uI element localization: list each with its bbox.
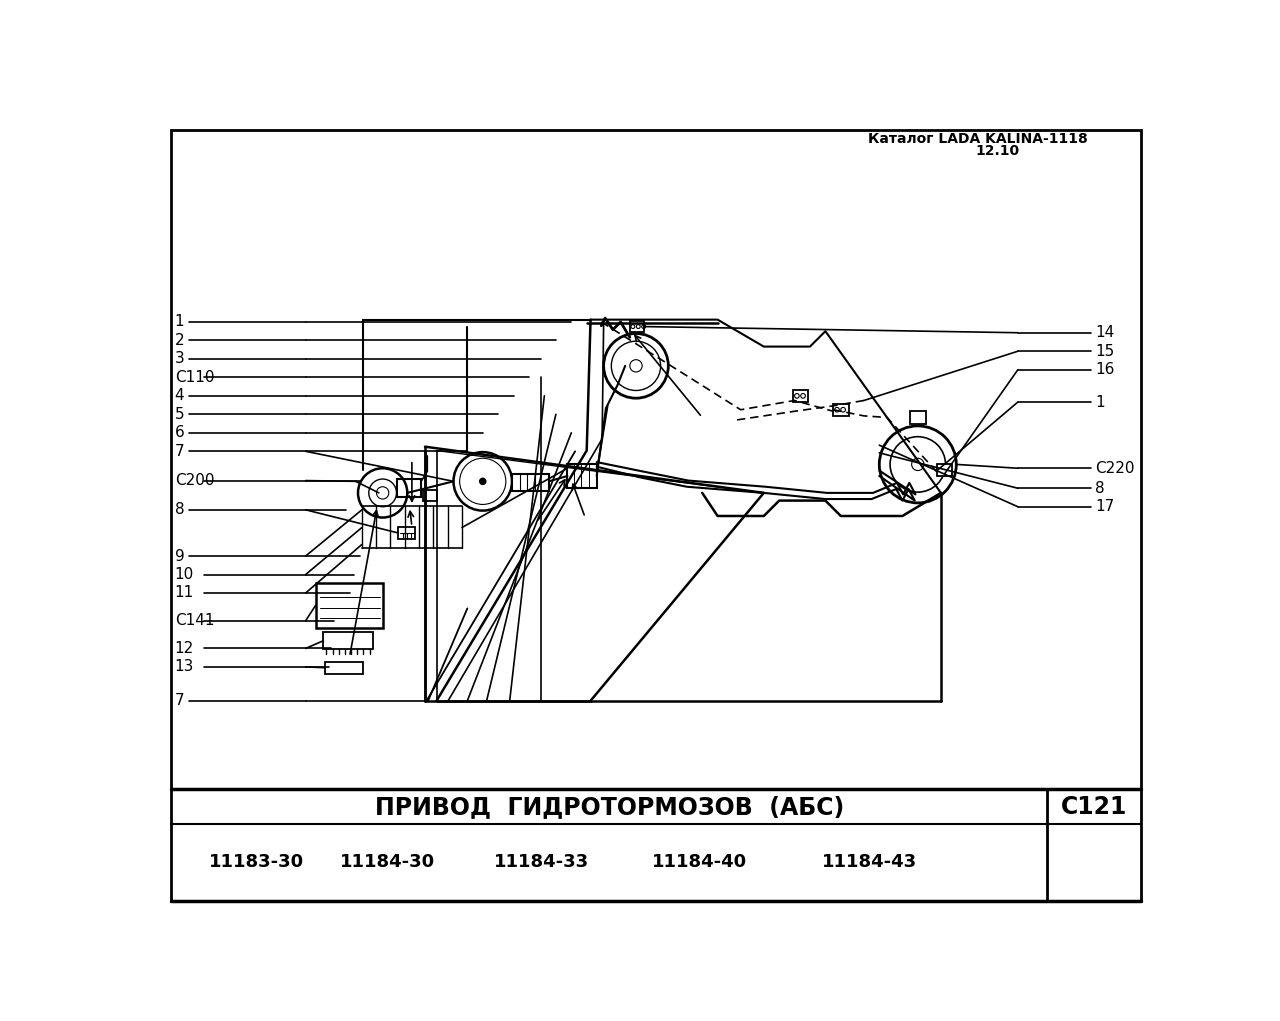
Text: С110: С110 (175, 370, 214, 385)
Text: 8: 8 (1094, 481, 1105, 496)
FancyBboxPatch shape (398, 527, 415, 539)
Text: 1: 1 (1094, 394, 1105, 409)
FancyBboxPatch shape (794, 390, 809, 402)
Text: 3: 3 (175, 351, 184, 367)
Text: 8: 8 (175, 502, 184, 518)
Text: 17: 17 (1094, 499, 1114, 515)
Text: ПРИВОД  ГИДРОТОРМОЗОВ  (АБС): ПРИВОД ГИДРОТОРМОЗОВ (АБС) (375, 794, 845, 819)
Text: 11184-33: 11184-33 (494, 854, 589, 872)
Text: 12.10: 12.10 (975, 144, 1020, 158)
Text: 7: 7 (175, 693, 184, 709)
Text: 15: 15 (1094, 344, 1114, 358)
Text: 11: 11 (175, 585, 195, 600)
Text: 13: 13 (175, 660, 195, 675)
Text: 11183-30: 11183-30 (210, 854, 305, 872)
Text: 11184-43: 11184-43 (822, 854, 916, 872)
FancyBboxPatch shape (512, 474, 549, 490)
Text: С141: С141 (175, 614, 214, 628)
Text: 11184-30: 11184-30 (340, 854, 435, 872)
FancyBboxPatch shape (910, 411, 925, 424)
FancyBboxPatch shape (833, 403, 849, 416)
Text: С200: С200 (175, 473, 214, 488)
Text: 2: 2 (175, 333, 184, 348)
Text: 5: 5 (175, 406, 184, 422)
Text: 14: 14 (1094, 326, 1114, 340)
FancyBboxPatch shape (324, 632, 374, 649)
Text: 9: 9 (175, 548, 184, 564)
FancyBboxPatch shape (422, 490, 436, 500)
FancyBboxPatch shape (567, 465, 596, 487)
Text: 16: 16 (1094, 362, 1115, 377)
Text: 6: 6 (175, 426, 184, 440)
Text: 11184-40: 11184-40 (652, 854, 748, 872)
Text: 4: 4 (175, 388, 184, 403)
Circle shape (480, 478, 486, 484)
Text: Каталог LADA KALINA-1118: Каталог LADA KALINA-1118 (868, 132, 1088, 146)
FancyBboxPatch shape (937, 464, 952, 476)
Text: С220: С220 (1094, 460, 1134, 476)
FancyBboxPatch shape (325, 662, 364, 674)
Text: 12: 12 (175, 641, 195, 655)
FancyBboxPatch shape (316, 583, 384, 628)
Text: 1: 1 (175, 314, 184, 330)
FancyBboxPatch shape (630, 322, 644, 332)
Text: 7: 7 (175, 444, 184, 458)
Text: С121: С121 (1061, 794, 1128, 819)
Text: 10: 10 (175, 567, 195, 582)
